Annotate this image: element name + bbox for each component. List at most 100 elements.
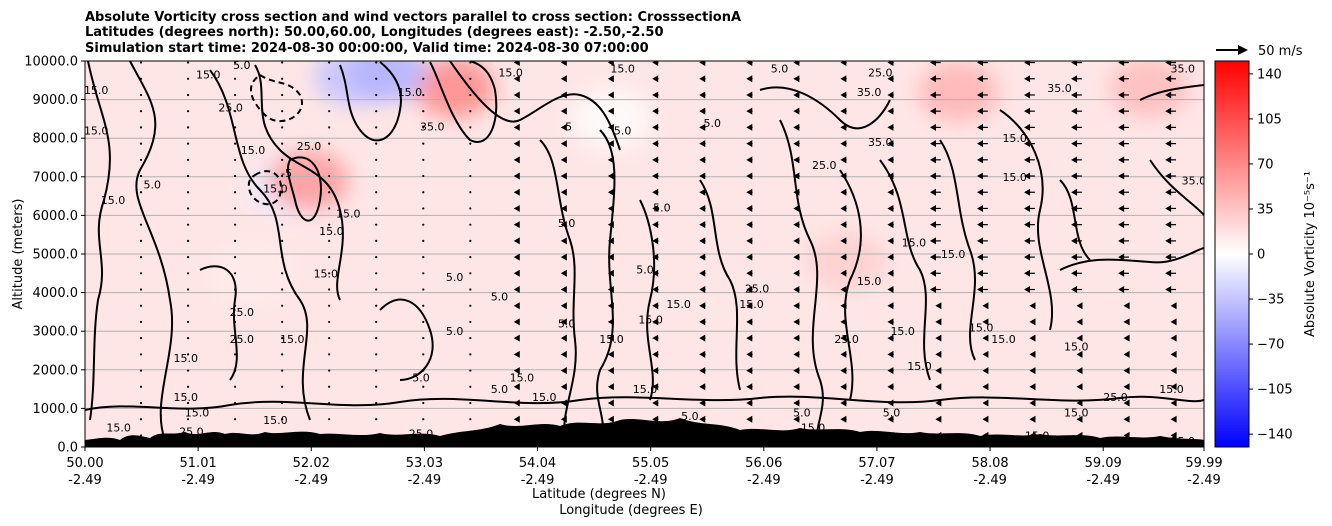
wind-vector (1029, 318, 1036, 326)
wind-vector (328, 174, 331, 178)
contour-line (539, 139, 577, 441)
wind-vector (746, 383, 753, 391)
x-tick-label-longitude: -2.49 (408, 473, 442, 488)
colorbar-tick-label: −105 (1257, 383, 1293, 398)
wind-vector (233, 126, 237, 129)
wind-vector (887, 399, 894, 407)
colorbar-tick-label: 140 (1257, 67, 1282, 82)
wind-vector (186, 288, 190, 291)
wind-vector (281, 418, 284, 421)
wind-vector (513, 350, 520, 358)
x-tick-label-longitude: -2.49 (860, 473, 894, 488)
wind-vector (513, 188, 520, 196)
wind-vector (281, 304, 284, 307)
wind-vector (328, 61, 331, 64)
wind-vector (1165, 204, 1172, 212)
wind-vector (607, 334, 614, 342)
wind-vector (1029, 334, 1036, 342)
wind-vector (233, 142, 237, 145)
wind-vector (281, 61, 284, 64)
wind-vector (977, 204, 984, 212)
contour-label: 15.0 (174, 391, 199, 404)
wind-vector (1118, 237, 1125, 245)
wind-vector (746, 269, 753, 277)
wind-vector (652, 350, 659, 358)
wind-vector (560, 107, 567, 115)
wind-vector (746, 237, 753, 245)
wind-vector (840, 188, 847, 196)
wind-vector (887, 367, 894, 375)
wind-vector (513, 107, 520, 115)
wind-vector (328, 207, 331, 210)
wind-vector (186, 337, 190, 340)
wind-vector (699, 350, 706, 358)
wind-vector (1071, 156, 1078, 164)
wind-vector (375, 369, 378, 372)
wind-vector (699, 140, 706, 148)
wind-vector (560, 156, 567, 164)
x-tick-label-latitude: 51.01 (180, 456, 217, 471)
wind-vector (1123, 350, 1130, 358)
wind-vector (887, 415, 894, 423)
colorbar-tick-label: −70 (1257, 338, 1284, 353)
x-axis-label-longitude: Longitude (degrees E) (559, 503, 703, 518)
wind-vector (1118, 221, 1125, 229)
contour-label: 15.0 (941, 248, 966, 261)
wind-vector (1071, 237, 1078, 245)
wind-vector (977, 172, 984, 180)
wind-vector (699, 286, 706, 294)
y-axis-label: Altitude (meters) (11, 199, 26, 310)
wind-vector (1118, 253, 1125, 261)
contour-line (87, 61, 111, 421)
contour-label: 5.0 (704, 117, 722, 130)
wind-vector (887, 123, 894, 131)
wind-vector (139, 110, 143, 113)
wind-vector (139, 61, 143, 64)
wind-vector (139, 304, 143, 307)
wind-vector (699, 91, 706, 99)
vorticity-region (1109, 61, 1190, 119)
vorticity-region (414, 61, 495, 119)
wind-vector (935, 415, 942, 423)
wind-vector (233, 158, 237, 161)
wind-vector (977, 286, 984, 294)
wind-vector (186, 158, 190, 161)
wind-vector (607, 269, 614, 277)
wind-vector (1118, 156, 1125, 164)
wind-vector (982, 350, 989, 358)
contour-line (699, 179, 741, 391)
y-tick-label: 7000.0 (33, 170, 79, 185)
wind-vector (469, 223, 472, 226)
wind-vector (1024, 140, 1031, 148)
wind-vector (1076, 334, 1083, 342)
wind-vector (1076, 367, 1083, 375)
wind-vector (840, 415, 847, 423)
wind-vector (233, 110, 237, 113)
wind-vector (469, 110, 472, 113)
wind-vector (328, 191, 331, 194)
wind-vector (793, 221, 800, 229)
wind-vector (513, 318, 520, 326)
contour-label: 15.0 (510, 372, 535, 385)
wind-vector (887, 302, 894, 310)
wind-vector (935, 334, 942, 342)
wind-vector (469, 288, 472, 291)
wind-vector (233, 174, 237, 178)
wind-vector (929, 91, 936, 99)
colorbar: 140 105 70 35 0 −35 −70 −105 −140 Absolute Vorti… (1214, 60, 1318, 448)
wind-vector (139, 369, 143, 372)
wind-vector (793, 75, 800, 83)
wind-vector (422, 288, 425, 291)
y-axis: 0.0 1000.0 2000.0 3000.0 4000.0 5000.0 6000.0 7… (24, 55, 85, 456)
wind-vector (607, 286, 614, 294)
wind-vector (281, 369, 284, 372)
wind-vector (281, 288, 284, 291)
contour-line (759, 86, 891, 130)
wind-vector (469, 239, 472, 242)
wind-vector (281, 320, 284, 324)
wind-vector (1170, 350, 1177, 358)
wind-vector (1165, 123, 1172, 131)
wind-vector (1024, 237, 1031, 245)
wind-vector (469, 61, 472, 64)
wind-vector (375, 385, 378, 388)
